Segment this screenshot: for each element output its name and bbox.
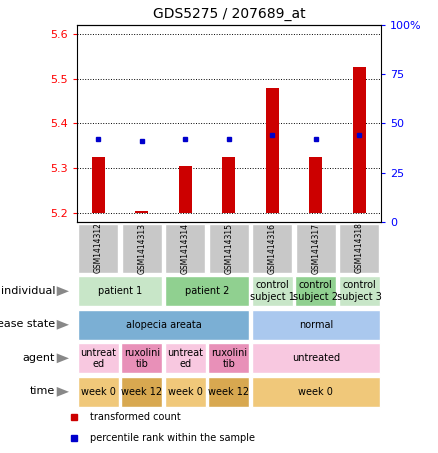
Text: GSM1414317: GSM1414317 [311,222,320,274]
Text: untreat
ed: untreat ed [167,347,203,369]
Bar [252,276,293,306]
Bar [296,223,336,273]
Text: alopecia areata: alopecia areata [126,320,201,330]
Bar [165,377,206,407]
Bar [165,343,206,373]
Text: week 12: week 12 [121,387,162,397]
Bar [78,223,118,273]
Text: GSM1414314: GSM1414314 [181,222,190,274]
Bar [339,223,379,273]
Text: patient 2: patient 2 [185,286,230,296]
Bar [266,87,279,213]
Polygon shape [57,387,69,397]
Bar [166,223,205,273]
Bar [252,343,380,373]
Bar [122,223,162,273]
Text: individual: individual [1,286,55,296]
Bar [353,67,366,213]
Bar [78,343,119,373]
Text: week 12: week 12 [208,387,249,397]
Polygon shape [57,286,69,296]
Bar [78,310,249,340]
Bar [135,211,148,213]
Bar [252,223,292,273]
Bar [208,377,249,407]
Text: control
subject 2: control subject 2 [293,280,338,302]
Bar [339,276,380,306]
Text: GSM1414316: GSM1414316 [268,222,277,274]
Text: control
subject 3: control subject 3 [337,280,382,302]
Bar [179,166,192,213]
Text: ruxolini
tib: ruxolini tib [211,347,247,369]
Bar [209,223,249,273]
Bar [309,157,322,213]
Bar [78,377,119,407]
Bar [295,276,336,306]
Text: percentile rank within the sample: percentile rank within the sample [90,434,255,443]
Text: week 0: week 0 [298,387,333,397]
Title: GDS5275 / 207689_at: GDS5275 / 207689_at [152,7,305,21]
Bar [252,377,380,407]
Bar [121,377,162,407]
Text: GSM1414313: GSM1414313 [138,222,146,274]
Text: untreat
ed: untreat ed [81,347,117,369]
Text: time: time [30,386,55,396]
Text: GSM1414315: GSM1414315 [224,222,233,274]
Text: GSM1414318: GSM1414318 [355,222,364,274]
Text: normal: normal [299,320,333,330]
Text: week 0: week 0 [81,387,116,397]
Text: transformed count: transformed count [90,412,181,422]
Polygon shape [57,320,69,330]
Polygon shape [57,353,69,363]
Text: ruxolini
tib: ruxolini tib [124,347,160,369]
Text: patient 1: patient 1 [98,286,142,296]
Text: control
subject 1: control subject 1 [250,280,295,302]
Bar [223,157,235,213]
Bar [92,157,105,213]
Bar [121,343,162,373]
Text: week 0: week 0 [168,387,203,397]
Text: untreated: untreated [292,353,340,363]
Text: GSM1414312: GSM1414312 [94,222,103,274]
Bar [208,343,249,373]
Bar [252,310,380,340]
Text: agent: agent [23,353,55,363]
Text: disease state: disease state [0,319,55,329]
Bar [165,276,249,306]
Bar [78,276,162,306]
